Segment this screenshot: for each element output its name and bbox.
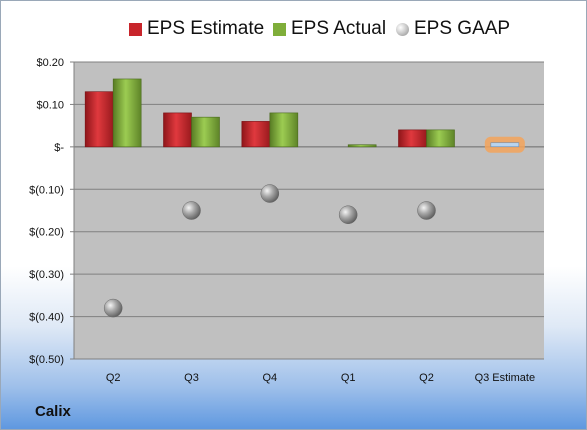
gaap-marker: [338, 205, 358, 224]
legend-label-gaap: EPS GAAP: [414, 18, 511, 39]
actual-bar: [347, 144, 377, 148]
y-tick-label: $(0.50): [29, 354, 64, 366]
x-tick-label: Q2: [106, 372, 121, 384]
gaap-marker: [417, 201, 436, 220]
actual-bar: [191, 116, 220, 148]
estimate-bar: [84, 91, 114, 148]
legend-label-actual: EPS Actual: [291, 18, 387, 39]
y-tick-label: $-: [54, 142, 64, 154]
next-estimate-bar: [490, 142, 520, 148]
estimate-bar: [398, 129, 427, 148]
x-tick-label: Q4: [262, 372, 277, 384]
legend-swatch-estimate: [129, 23, 142, 36]
y-axis-ticks: $0.20 $0.10 $- $(0.10) $(0.20) $(0.30) $(0.40)…: [29, 57, 75, 366]
y-tick-label: $(0.40): [29, 312, 64, 324]
x-tick-label: Q3 Estimate: [475, 372, 536, 384]
plot-area: [74, 62, 544, 359]
gaap-marker: [103, 298, 123, 318]
estimate-bar: [241, 121, 271, 148]
estimate-bar: [163, 112, 192, 148]
x-tick-label: Q3: [184, 372, 199, 384]
y-tick-label: $(0.20): [29, 227, 64, 239]
x-axis-labels: Q2 Q3 Q4 Q1 Q2 Q3 Estimate: [106, 372, 535, 384]
gaap-marker: [260, 184, 280, 203]
gridlines: [74, 61, 544, 360]
actual-bar: [426, 129, 455, 148]
bars: [84, 78, 525, 153]
x-tick-label: Q1: [341, 372, 356, 384]
legend-label-estimate: EPS Estimate: [147, 18, 265, 39]
gaap-marker: [182, 201, 201, 220]
y-tick-label: $0.20: [36, 57, 64, 69]
actual-bar: [112, 78, 142, 148]
y-tick-label: $(0.10): [29, 184, 64, 196]
gaap-markers: [103, 184, 436, 318]
x-tick-label: Q2: [419, 372, 434, 384]
chart-legend: EPS Estimate EPS Actual EPS GAAP: [1, 15, 587, 45]
legend-swatch-gaap: [396, 23, 409, 36]
legend-swatch-actual: [273, 23, 286, 36]
actual-bar: [269, 112, 299, 148]
y-tick-label: $0.10: [36, 99, 64, 111]
y-tick-label: $(0.30): [29, 269, 64, 281]
company-name: Calix: [35, 403, 71, 420]
